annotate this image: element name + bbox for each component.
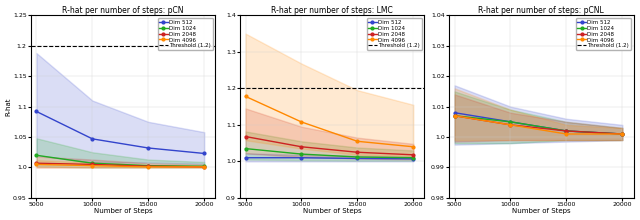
Line: Dim 2048: Dim 2048 xyxy=(453,114,624,135)
Dim 4096 xyxy=(298,121,305,123)
X-axis label: Number of Steps: Number of Steps xyxy=(512,208,571,214)
Dim 4096 xyxy=(451,114,458,117)
Dim 2048 xyxy=(618,133,626,135)
Legend: Dim 512, Dim 1024, Dim 2048, Dim 4096, Threshold (1.2): Dim 512, Dim 1024, Dim 2048, Dim 4096, T… xyxy=(575,18,631,50)
Dim 1024 xyxy=(242,147,250,150)
Dim 2048 xyxy=(563,130,570,132)
Dim 512 xyxy=(507,121,515,123)
Threshold (1.2) xyxy=(186,87,193,90)
Dim 1024 xyxy=(145,164,152,167)
Dim 2048 xyxy=(410,154,417,156)
Line: Dim 1024: Dim 1024 xyxy=(244,147,415,159)
Dim 1024 xyxy=(353,156,361,158)
Legend: Dim 512, Dim 1024, Dim 2048, Dim 4096, Threshold (1.2): Dim 512, Dim 1024, Dim 2048, Dim 4096, T… xyxy=(157,18,212,50)
Title: R-hat per number of steps: pCNL: R-hat per number of steps: pCNL xyxy=(478,6,604,15)
Dim 512 xyxy=(242,156,250,159)
Dim 512 xyxy=(410,158,417,160)
Line: Dim 4096: Dim 4096 xyxy=(35,163,205,168)
Title: R-hat per number of steps: LMC: R-hat per number of steps: LMC xyxy=(271,6,393,15)
Line: Dim 1024: Dim 1024 xyxy=(35,154,205,168)
Line: Dim 512: Dim 512 xyxy=(453,111,624,135)
Dim 1024 xyxy=(563,130,570,132)
Dim 1024 xyxy=(200,165,208,168)
X-axis label: Number of Steps: Number of Steps xyxy=(303,208,362,214)
Dim 1024 xyxy=(410,156,417,159)
Dim 1024 xyxy=(507,121,515,123)
Dim 4096 xyxy=(145,165,152,168)
Dim 1024 xyxy=(451,114,458,117)
Title: R-hat per number of steps: pCN: R-hat per number of steps: pCN xyxy=(62,6,184,15)
Threshold (1.2) xyxy=(186,87,193,90)
Dim 2048 xyxy=(451,114,458,117)
Dim 512 xyxy=(298,156,305,159)
X-axis label: Number of Steps: Number of Steps xyxy=(94,208,152,214)
Legend: Dim 512, Dim 1024, Dim 2048, Dim 4096, Threshold (1.2): Dim 512, Dim 1024, Dim 2048, Dim 4096, T… xyxy=(367,18,422,50)
Dim 4096 xyxy=(507,124,515,126)
Dim 2048 xyxy=(33,162,40,165)
Y-axis label: R-hat: R-hat xyxy=(6,97,12,116)
Dim 4096 xyxy=(242,95,250,98)
Dim 4096 xyxy=(88,164,96,167)
Dim 512 xyxy=(200,152,208,155)
Dim 512 xyxy=(563,130,570,132)
Line: Dim 512: Dim 512 xyxy=(244,156,415,160)
Line: Dim 4096: Dim 4096 xyxy=(244,95,415,148)
Dim 2048 xyxy=(507,124,515,126)
Dim 2048 xyxy=(242,135,250,138)
Line: Dim 2048: Dim 2048 xyxy=(35,162,205,168)
Line: Dim 1024: Dim 1024 xyxy=(453,114,624,135)
Dim 2048 xyxy=(353,151,361,154)
Line: Dim 512: Dim 512 xyxy=(35,110,205,155)
Dim 1024 xyxy=(298,153,305,155)
Dim 512 xyxy=(88,138,96,140)
Dim 2048 xyxy=(88,163,96,166)
Dim 2048 xyxy=(145,165,152,168)
Line: Dim 2048: Dim 2048 xyxy=(244,135,415,156)
Dim 1024 xyxy=(88,162,96,165)
Dim 512 xyxy=(145,147,152,149)
Dim 512 xyxy=(451,111,458,114)
Dim 4096 xyxy=(410,145,417,148)
Dim 512 xyxy=(618,133,626,135)
Dim 2048 xyxy=(200,165,208,168)
Dim 4096 xyxy=(618,133,626,135)
Dim 4096 xyxy=(353,140,361,143)
Dim 1024 xyxy=(33,154,40,157)
Line: Dim 4096: Dim 4096 xyxy=(453,114,624,135)
Dim 4096 xyxy=(33,163,40,166)
Dim 4096 xyxy=(200,165,208,168)
Dim 512 xyxy=(353,157,361,160)
Dim 1024 xyxy=(618,133,626,135)
Dim 2048 xyxy=(298,145,305,148)
Dim 512 xyxy=(33,110,40,113)
Dim 4096 xyxy=(563,133,570,135)
